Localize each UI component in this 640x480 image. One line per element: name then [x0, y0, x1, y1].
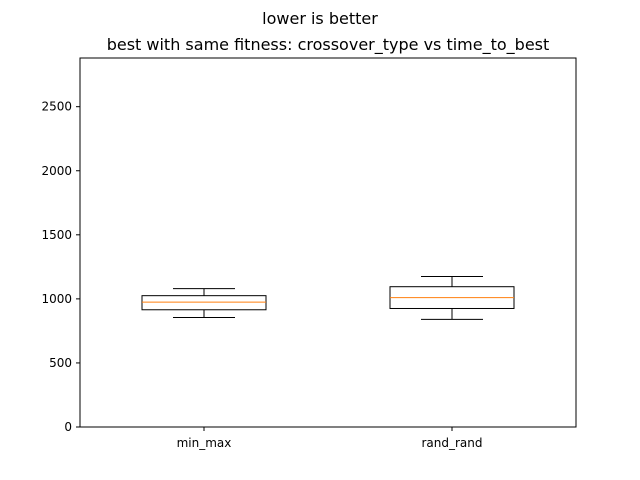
- y-tick-label: 500: [49, 356, 72, 370]
- plot-frame: [79, 57, 577, 428]
- y-tick-label: 1500: [41, 228, 72, 242]
- x-tick-label: min_max: [177, 436, 232, 450]
- plot-area: 0 500 1000 1500 2000 2500 min_max rand_rand: [41, 100, 515, 450]
- y-tick-label: 2500: [41, 100, 72, 114]
- y-tick-label: 2000: [41, 164, 72, 178]
- chart-title: best with same fitness: crossover_type v…: [107, 35, 550, 55]
- chart-suptitle: lower is better: [262, 9, 378, 28]
- y-tick-label: 1000: [41, 292, 72, 306]
- y-tick-label: 0: [64, 420, 72, 434]
- box-min_max: [141, 295, 267, 311]
- x-tick-label: rand_rand: [421, 436, 482, 450]
